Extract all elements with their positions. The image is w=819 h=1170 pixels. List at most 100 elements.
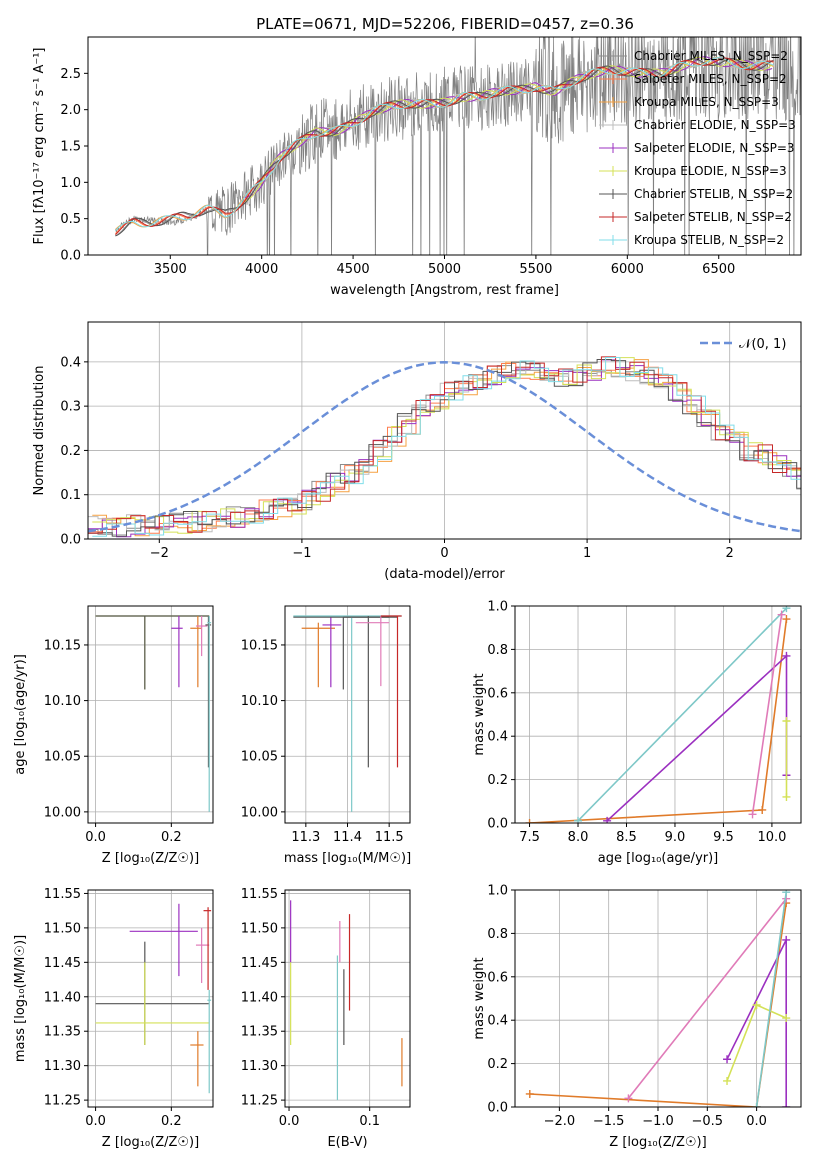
histogram-step-chabrier-miles — [88, 365, 801, 535]
y-axis-label: Flux [fλ10⁻¹⁷ erg cm⁻² s⁻¹ A⁻¹] — [32, 48, 47, 245]
x-tick-label: 10.0 — [757, 830, 786, 845]
model-line-kroupa-elodie — [243, 56, 773, 203]
legend-label: Kroupa MILES, N_SSP=3 — [634, 95, 779, 109]
x-tick-label: 8.0 — [568, 830, 589, 845]
histogram-step-salpeter-elodie — [88, 359, 801, 538]
histogram-step-kroupa-stelib — [92, 357, 801, 537]
weight-point-marker — [574, 816, 583, 823]
y-axis-label: mass weight — [472, 957, 487, 1039]
x-tick-label: 11.5 — [375, 830, 404, 845]
age-vs-metallicity-panel: 0.0 0.2 10.00 10.05 10.10 10.15 Z [log₁₀(Z/Z☉)… — [13, 605, 214, 866]
y-axis-label: mass weight — [472, 673, 487, 755]
x-tick-label: −1.0 — [642, 1114, 674, 1129]
histogram-step-chabrier-stelib — [88, 359, 801, 537]
y-tick-label: 10.15 — [241, 638, 278, 653]
x-axis-label: Z [log₁₀(Z/Z☉)] — [102, 1135, 199, 1150]
y-tick-label: 10.10 — [44, 694, 81, 709]
x-axis-label: mass [log₁₀(M/M☉)] — [284, 851, 411, 866]
y-tick-label: 10.00 — [44, 805, 81, 820]
y-axis-label: mass [log₁₀(M/M☉)] — [13, 935, 28, 1062]
y-tick-label: 11.50 — [44, 921, 81, 936]
y-tick-label: 11.55 — [241, 887, 278, 902]
histogram-step-salpeter-miles — [88, 363, 801, 534]
x-tick-label: 7.5 — [519, 830, 540, 845]
legend-label: Chabrier STELIB, N_SSP=2 — [634, 187, 793, 201]
x-tick-label: 11.3 — [291, 830, 320, 845]
x-tick-label: 5500 — [519, 262, 552, 277]
y-tick-label: 0.6 — [487, 686, 508, 701]
grid-lines — [88, 890, 213, 1107]
mass-weight-vs-metallicity-panel: −2.0 −1.5 −1.0 −0.5 0.0 0.0 0.2 0.4 0.6 0.8 1.0 Z [… — [472, 884, 802, 1150]
x-tick-label: 1 — [583, 546, 591, 561]
x-tick-label: 3500 — [154, 262, 187, 277]
y-tick-label: 1.5 — [60, 140, 81, 155]
legend-label: Salpeter ELODIE, N_SSP=3 — [634, 141, 795, 155]
plot-area — [95, 615, 212, 812]
y-tick-label: 11.30 — [44, 1059, 81, 1074]
x-tick-label: 4500 — [337, 262, 370, 277]
x-tick-label: 0.0 — [746, 1114, 767, 1129]
y-tick-label: 2.0 — [60, 103, 81, 118]
figure-title: PLATE=0671, MJD=52206, FIBERID=0457, z=0… — [256, 15, 634, 33]
x-tick-label: 0.2 — [161, 1114, 182, 1129]
plot-area — [525, 606, 791, 823]
age-vs-mass-panel: 11.3 11.4 11.5 10.00 10.05 10.10 10.15 mass [lo… — [241, 605, 411, 866]
histogram-step-kroupa-miles — [92, 359, 801, 537]
weight-point-marker — [782, 890, 791, 897]
y-tick-label: 0.2 — [60, 444, 81, 459]
grid-lines — [285, 890, 410, 1107]
y-tick-label: 1.0 — [487, 884, 508, 899]
grid-lines — [515, 605, 801, 824]
weight-point-marker — [752, 1001, 761, 1010]
y-tick-label: 0.4 — [487, 1014, 508, 1029]
y-tick-label: 11.25 — [44, 1094, 81, 1109]
x-tick-label: −0.5 — [692, 1114, 724, 1129]
y-tick-label: 11.40 — [44, 990, 81, 1005]
mass-vs-metallicity-panel: 0.0 0.2 11.25 11.30 11.35 11.40 11.45 11.50 11.5… — [13, 887, 214, 1150]
legend-label: Kroupa STELIB, N_SSP=2 — [634, 233, 784, 247]
legend-label: Salpeter MILES, N_SSP=2 — [634, 72, 787, 86]
x-tick-label: 4000 — [245, 262, 278, 277]
y-tick-label: 10.00 — [241, 805, 278, 820]
weight-series-line — [755, 892, 787, 1107]
y-tick-label: 0.3 — [60, 400, 81, 415]
weight-series-line — [529, 902, 787, 1107]
grid-lines — [88, 322, 801, 540]
plot-area — [115, 37, 801, 255]
legend-label: Chabrier ELODIE, N_SSP=3 — [634, 118, 796, 132]
y-tick-label: 0.2 — [487, 773, 508, 788]
legend-label: Salpeter STELIB, N_SSP=2 — [634, 210, 792, 224]
grid-lines — [515, 889, 801, 1108]
y-tick-label: 0.0 — [487, 817, 508, 832]
y-tick-label: 0.0 — [487, 1101, 508, 1116]
axes-frame — [87, 605, 214, 824]
y-tick-label: 10.15 — [44, 638, 81, 653]
weight-point-marker — [525, 1089, 534, 1098]
weight-point-marker — [723, 1055, 732, 1064]
model-line-salpeter-elodie — [243, 56, 773, 199]
x-tick-label: 0.2 — [161, 830, 182, 845]
x-tick-label: 6500 — [702, 262, 735, 277]
weight-point-marker — [782, 1014, 791, 1023]
histogram-step-salpeter-stelib — [88, 356, 801, 534]
y-tick-label: 11.40 — [241, 990, 278, 1005]
y-tick-label: 11.55 — [44, 887, 81, 902]
y-tick-label: 11.35 — [44, 1025, 81, 1040]
axes-frame — [514, 605, 802, 824]
weight-series-line — [606, 654, 788, 822]
y-tick-label: 10.05 — [241, 750, 278, 765]
y-tick-label: 11.50 — [241, 921, 278, 936]
y-tick-label: 0.5 — [60, 212, 81, 227]
model-line-kroupa-stelib — [115, 57, 774, 231]
y-tick-label: 0.6 — [487, 970, 508, 985]
y-tick-label: 0.0 — [60, 249, 81, 264]
x-tick-label: 9.5 — [713, 830, 734, 845]
weight-point-marker — [603, 816, 612, 823]
model-line-chabrier-elodie — [243, 56, 773, 197]
x-axis-label: age [log₁₀(age/yr)] — [598, 851, 719, 866]
weight-point-marker — [782, 935, 791, 944]
weight-point-marker — [782, 717, 791, 726]
weight-point-marker — [777, 610, 786, 619]
weight-series-line — [751, 614, 783, 815]
